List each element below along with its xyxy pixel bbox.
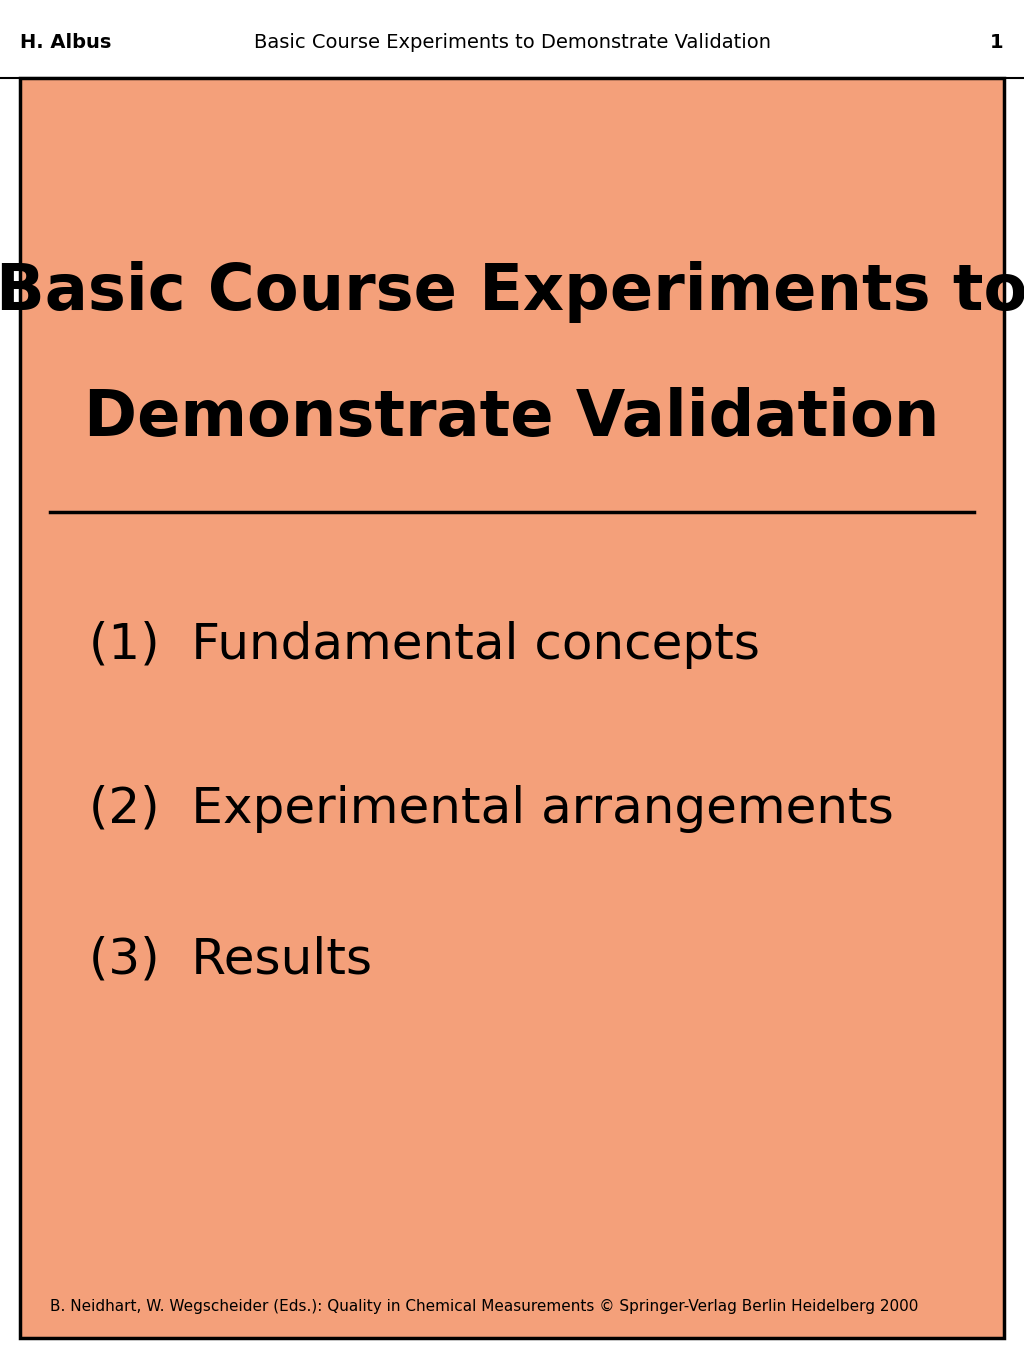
FancyBboxPatch shape: [20, 78, 1004, 1338]
Text: Demonstrate Validation: Demonstrate Validation: [84, 386, 940, 449]
Text: Basic Course Experiments to Demonstrate Validation: Basic Course Experiments to Demonstrate …: [254, 33, 770, 52]
Text: (3)  Results: (3) Results: [89, 936, 373, 984]
Text: 1: 1: [990, 33, 1004, 52]
Text: (2)  Experimental arrangements: (2) Experimental arrangements: [89, 785, 894, 833]
Text: (1)  Fundamental concepts: (1) Fundamental concepts: [89, 621, 760, 669]
Text: H. Albus: H. Albus: [20, 33, 112, 52]
Text: B. Neidhart, W. Wegscheider (Eds.): Quality in Chemical Measurements © Springer-: B. Neidhart, W. Wegscheider (Eds.): Qual…: [50, 1298, 919, 1313]
Text: Basic Course Experiments to: Basic Course Experiments to: [0, 261, 1024, 324]
